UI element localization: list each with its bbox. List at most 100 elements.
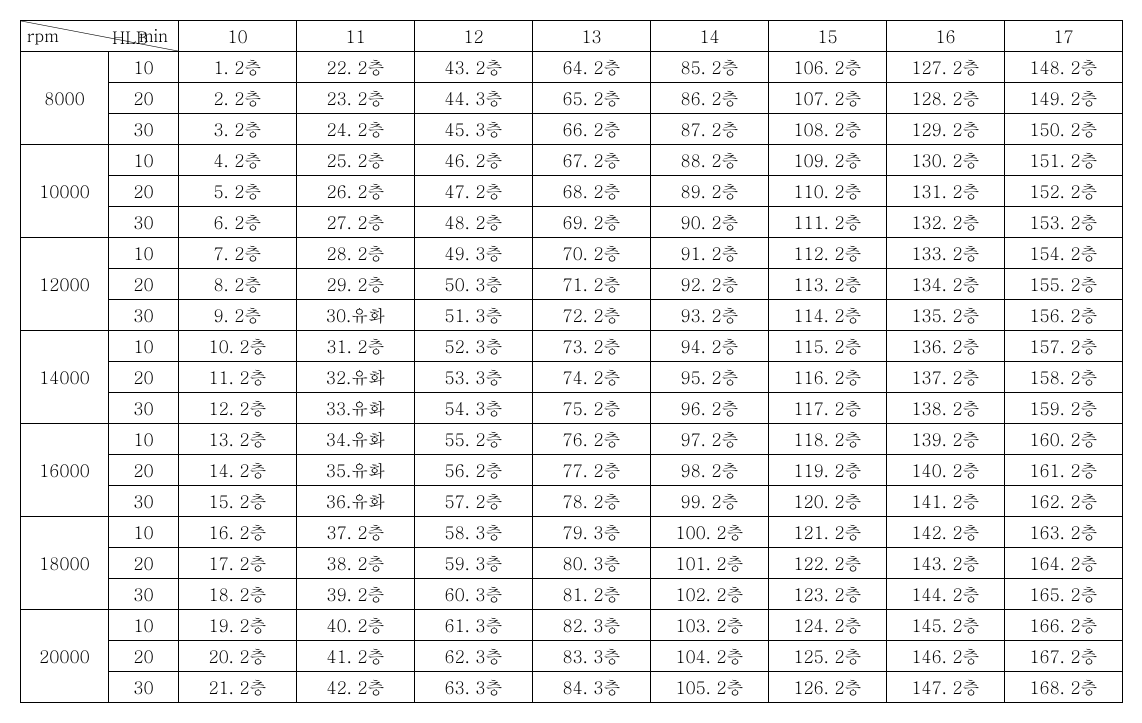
data-cell: 68. 2층 [533, 176, 651, 207]
data-cell: 23. 2층 [297, 83, 415, 114]
data-cell: 15. 2층 [179, 486, 297, 517]
min-cell: 10 [109, 238, 179, 269]
data-cell: 122. 2층 [769, 548, 887, 579]
rpm-cell: 20000 [21, 610, 109, 703]
min-cell: 10 [109, 145, 179, 176]
min-cell: 20 [109, 362, 179, 393]
min-cell: 20 [109, 455, 179, 486]
data-cell: 74. 2층 [533, 362, 651, 393]
data-cell: 75. 2층 [533, 393, 651, 424]
table-row: 160001013. 2층34.유화55. 2층76. 2층97. 2층118.… [21, 424, 1123, 455]
hlb-col-header: 10 [179, 21, 297, 52]
min-cell: 10 [109, 424, 179, 455]
data-cell: 167. 2층 [1005, 641, 1123, 672]
data-cell: 85. 2층 [651, 52, 769, 83]
table-row: 208. 2층29. 2층50. 3층71. 2층92. 2층113. 2층13… [21, 269, 1123, 300]
data-cell: 10. 2층 [179, 331, 297, 362]
data-cell: 168. 2층 [1005, 672, 1123, 703]
data-cell: 97. 2층 [651, 424, 769, 455]
data-cell: 13. 2층 [179, 424, 297, 455]
data-cell: 7. 2층 [179, 238, 297, 269]
data-cell: 162. 2층 [1005, 486, 1123, 517]
data-cell: 146. 2층 [887, 641, 1005, 672]
data-cell: 107. 2층 [769, 83, 887, 114]
data-cell: 119. 2층 [769, 455, 887, 486]
data-cell: 54. 3층 [415, 393, 533, 424]
table-row: 306. 2층27. 2층48. 2층69. 2층90. 2층111. 2층13… [21, 207, 1123, 238]
table-row: 12000107. 2층28. 2층49. 3층70. 2층91. 2층112.… [21, 238, 1123, 269]
data-cell: 105. 2층 [651, 672, 769, 703]
data-cell: 30.유화 [297, 300, 415, 331]
data-cell: 39. 2층 [297, 579, 415, 610]
data-cell: 93. 2층 [651, 300, 769, 331]
data-cell: 113. 2층 [769, 269, 887, 300]
data-cell: 126. 2층 [769, 672, 887, 703]
min-cell: 30 [109, 207, 179, 238]
data-cell: 111. 2층 [769, 207, 887, 238]
data-cell: 42. 2층 [297, 672, 415, 703]
min-cell: 20 [109, 641, 179, 672]
data-cell: 166. 2층 [1005, 610, 1123, 641]
table-row: 8000101. 2층22. 2층43. 2층64. 2층85. 2층106. … [21, 52, 1123, 83]
data-cell: 112. 2층 [769, 238, 887, 269]
data-cell: 161. 2층 [1005, 455, 1123, 486]
table-body: 8000101. 2층22. 2층43. 2층64. 2층85. 2층106. … [21, 52, 1123, 703]
data-cell: 5. 2층 [179, 176, 297, 207]
data-cell: 150. 2층 [1005, 114, 1123, 145]
data-cell: 141. 2층 [887, 486, 1005, 517]
data-cell: 52. 3층 [415, 331, 533, 362]
hlb-col-header: 16 [887, 21, 1005, 52]
min-cell: 30 [109, 393, 179, 424]
data-cell: 91. 2층 [651, 238, 769, 269]
table-row: 202. 2층23. 2층44. 3층65. 2층86. 2층107. 2층12… [21, 83, 1123, 114]
data-cell: 109. 2층 [769, 145, 887, 176]
data-cell: 46. 2층 [415, 145, 533, 176]
min-cell: 30 [109, 579, 179, 610]
rpm-cell: 16000 [21, 424, 109, 517]
data-cell: 36.유화 [297, 486, 415, 517]
min-cell: 30 [109, 114, 179, 145]
data-cell: 21. 2층 [179, 672, 297, 703]
data-cell: 59. 3층 [415, 548, 533, 579]
data-cell: 71. 2층 [533, 269, 651, 300]
table-row: 10000104. 2층25. 2층46. 2층67. 2층88. 2층109.… [21, 145, 1123, 176]
data-cell: 69. 2층 [533, 207, 651, 238]
hlb-col-header: 11 [297, 21, 415, 52]
data-cell: 66. 2층 [533, 114, 651, 145]
data-cell: 104. 2층 [651, 641, 769, 672]
data-cell: 72. 2층 [533, 300, 651, 331]
data-cell: 82. 3층 [533, 610, 651, 641]
header-min-label: min [139, 23, 168, 47]
data-cell: 160. 2층 [1005, 424, 1123, 455]
data-cell: 78. 2층 [533, 486, 651, 517]
hlb-col-header: 15 [769, 21, 887, 52]
data-cell: 152. 2층 [1005, 176, 1123, 207]
data-cell: 151. 2층 [1005, 145, 1123, 176]
data-cell: 117. 2층 [769, 393, 887, 424]
data-cell: 24. 2층 [297, 114, 415, 145]
data-cell: 19. 2층 [179, 610, 297, 641]
header-rpm-label: rpm [27, 23, 59, 47]
data-cell: 114. 2층 [769, 300, 887, 331]
data-cell: 135. 2층 [887, 300, 1005, 331]
data-cell: 100. 2층 [651, 517, 769, 548]
min-cell: 30 [109, 672, 179, 703]
data-cell: 129. 2층 [887, 114, 1005, 145]
data-cell: 153. 2층 [1005, 207, 1123, 238]
data-cell: 142. 2층 [887, 517, 1005, 548]
data-cell: 61. 3층 [415, 610, 533, 641]
data-cell: 154. 2층 [1005, 238, 1123, 269]
data-cell: 64. 2층 [533, 52, 651, 83]
data-cell: 31. 2층 [297, 331, 415, 362]
data-cell: 41. 2층 [297, 641, 415, 672]
data-cell: 116. 2층 [769, 362, 887, 393]
data-cell: 38. 2층 [297, 548, 415, 579]
data-cell: 128. 2층 [887, 83, 1005, 114]
data-cell: 40. 2층 [297, 610, 415, 641]
min-cell: 20 [109, 269, 179, 300]
data-cell: 165. 2층 [1005, 579, 1123, 610]
table-row: 3012. 2층33.유화54. 3층75. 2층96. 2층117. 2층13… [21, 393, 1123, 424]
data-cell: 29. 2층 [297, 269, 415, 300]
experiment-table: HLB rpm min 10 11 12 13 14 15 16 17 8000… [20, 20, 1123, 703]
data-cell: 17. 2층 [179, 548, 297, 579]
